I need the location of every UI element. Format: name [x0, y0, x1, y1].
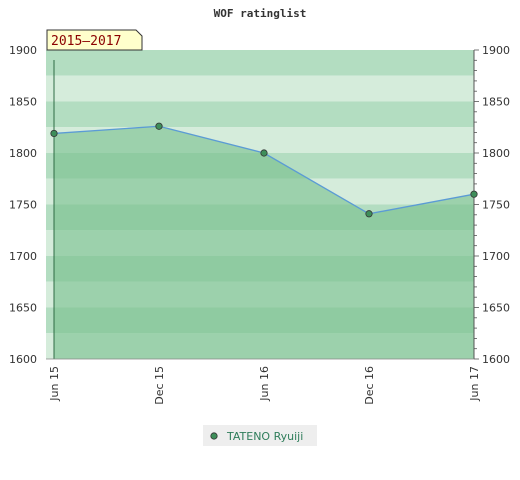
plot-band [46, 50, 474, 76]
y-tick-label-left: 1900 [9, 44, 37, 57]
x-tick-label: Jun 15 [48, 366, 61, 402]
y-tick-label-right: 1850 [482, 96, 510, 109]
legend-series-label[interactable]: TATENO Ryuiji [226, 430, 303, 443]
marker-layer [50, 122, 478, 218]
y-tick-label-left: 1600 [9, 353, 37, 366]
y-tick-label-left: 1700 [9, 250, 37, 263]
period-badge-background [46, 29, 143, 51]
data-point[interactable] [155, 122, 163, 130]
y-tick-label-right: 1800 [482, 147, 510, 160]
data-point[interactable] [365, 210, 373, 218]
period-label: 2015–2017 [51, 34, 121, 49]
legend-marker-icon [210, 432, 218, 440]
plot-band [46, 101, 474, 128]
y-tick-label-right: 1900 [482, 44, 510, 57]
data-point[interactable] [470, 190, 478, 198]
data-point[interactable] [260, 149, 268, 157]
axis-layer: 1600 1600 1650 1650 1700 1700 1750 1750 1800 1800… [9, 44, 510, 405]
series-area [54, 126, 474, 359]
x-tick-label: Jun 17 [468, 366, 481, 402]
y-tick-label-right: 1700 [482, 250, 510, 263]
x-tick-label: Dec 16 [363, 366, 376, 405]
legend-box [203, 425, 317, 446]
y-tick-label-right: 1750 [482, 199, 510, 212]
y-tick-label-left: 1650 [9, 302, 37, 315]
chart-title: WOF ratinglist [214, 7, 307, 20]
legend[interactable]: TATENO Ryuiji [203, 425, 317, 446]
x-tick-label: Jun 16 [258, 366, 271, 402]
y-tick-label-left: 1800 [9, 147, 37, 160]
y-tick-label-right: 1650 [482, 302, 510, 315]
y-tick-label-left: 1850 [9, 96, 37, 109]
y-tick-label-right: 1600 [482, 353, 510, 366]
data-point[interactable] [50, 129, 58, 138]
y-tick-label-left: 1750 [9, 199, 37, 212]
plot-band [46, 75, 474, 102]
period-badge: 2015–2017 [46, 29, 143, 51]
x-tick-label: Dec 15 [153, 366, 166, 405]
